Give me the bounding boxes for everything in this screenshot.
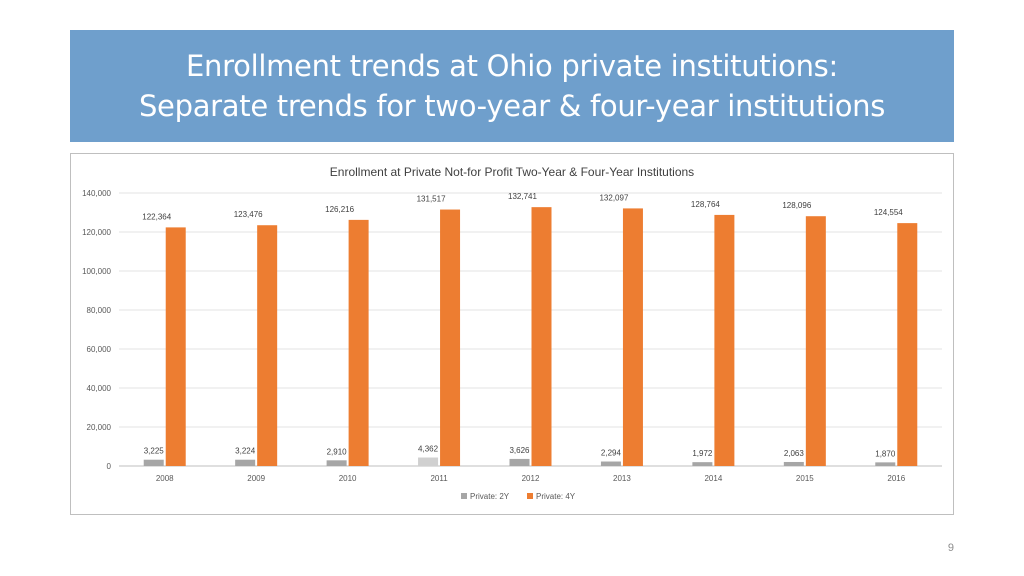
- bar-private-2y: [783, 461, 804, 466]
- data-label-private-2y: 2,910: [327, 447, 348, 456]
- x-tick-label: 2011: [430, 474, 448, 483]
- x-tick-label: 2008: [156, 474, 174, 483]
- page-number: 9: [947, 542, 954, 554]
- slide-title-line-1: Enrollment trends at Ohio private instit…: [186, 49, 838, 83]
- y-tick-label: 0: [107, 462, 112, 471]
- data-label-private-4y: 122,364: [142, 212, 171, 221]
- y-tick-label: 60,000: [87, 345, 112, 354]
- x-tick-label: 2012: [522, 474, 540, 483]
- legend-swatch-private-2y: [461, 493, 467, 499]
- slide-title-line-2: Separate trends for two-year & four-year…: [138, 89, 886, 123]
- bar-private-4y: [348, 219, 369, 466]
- data-label-private-4y: 126,216: [325, 205, 354, 214]
- chart-frame: Enrollment at Private Not-for Profit Two…: [70, 153, 954, 515]
- bar-private-2y: [143, 459, 164, 466]
- y-tick-label: 20,000: [87, 423, 112, 432]
- bar-private-2y: [600, 461, 621, 466]
- data-label-private-2y: 3,626: [509, 446, 530, 455]
- x-tick-label: 2013: [613, 474, 631, 483]
- bar-private-2y: [326, 460, 347, 466]
- y-tick-label: 80,000: [87, 306, 112, 315]
- data-label-private-2y: 3,225: [144, 447, 165, 456]
- bar-private-4y: [440, 209, 461, 466]
- legend-label-private-4y: Private: 4Y: [536, 492, 576, 501]
- bar-private-2y: [418, 457, 439, 466]
- y-tick-label: 40,000: [87, 384, 112, 393]
- bar-private-4y: [714, 214, 735, 466]
- legend-label-private-2y: Private: 2Y: [470, 492, 510, 501]
- data-label-private-2y: 2,294: [601, 449, 622, 458]
- data-label-private-4y: 132,097: [599, 193, 628, 202]
- data-label-private-4y: 124,554: [874, 208, 903, 217]
- x-tick-label: 2009: [247, 474, 265, 483]
- y-tick-label: 140,000: [82, 189, 111, 198]
- legend-swatch-private-4y: [527, 493, 533, 499]
- chart-title: Enrollment at Private Not-for Profit Two…: [330, 165, 694, 179]
- data-label-private-4y: 131,517: [417, 195, 446, 204]
- bar-private-4y: [257, 225, 278, 466]
- data-label-private-4y: 128,764: [691, 200, 720, 209]
- data-label-private-4y: 132,741: [508, 192, 537, 201]
- bar-private-2y: [875, 462, 896, 466]
- data-label-private-2y: 4,362: [418, 444, 439, 453]
- data-label-private-2y: 1,972: [692, 449, 713, 458]
- data-label-private-2y: 1,870: [875, 449, 896, 458]
- slide-title-banner: Enrollment trends at Ohio private instit…: [70, 30, 954, 142]
- x-tick-label: 2016: [887, 474, 905, 483]
- bar-private-4y: [531, 207, 552, 467]
- data-label-private-4y: 128,096: [782, 201, 811, 210]
- data-label-private-4y: 123,476: [234, 210, 263, 219]
- bar-private-2y: [692, 462, 713, 466]
- bar-private-2y: [235, 459, 256, 466]
- y-tick-label: 120,000: [82, 228, 111, 237]
- bar-private-4y: [805, 216, 826, 466]
- bar-private-2y: [509, 458, 530, 466]
- bar-private-4y: [622, 208, 643, 466]
- enrollment-bar-chart: Enrollment at Private Not-for Profit Two…: [82, 165, 942, 501]
- x-tick-label: 2014: [704, 474, 722, 483]
- y-tick-label: 100,000: [82, 267, 111, 276]
- data-label-private-2y: 2,063: [784, 449, 805, 458]
- data-label-private-2y: 3,224: [235, 447, 256, 456]
- bar-private-4y: [165, 227, 186, 466]
- x-tick-label: 2015: [796, 474, 814, 483]
- x-tick-label: 2010: [339, 474, 357, 483]
- bar-private-4y: [897, 223, 918, 466]
